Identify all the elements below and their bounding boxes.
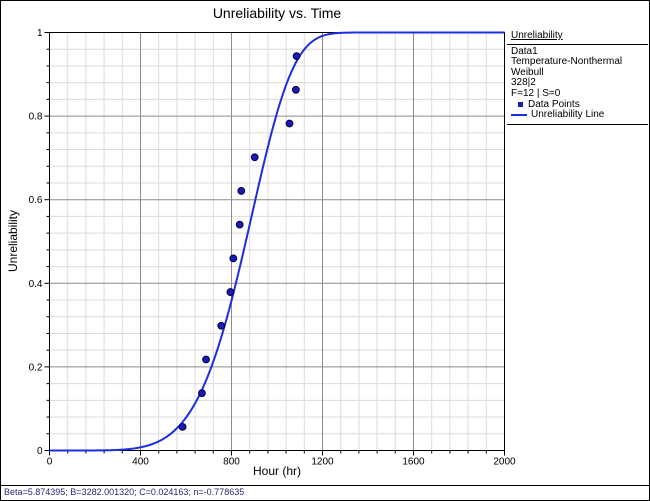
legend-header: Unreliability — [507, 30, 648, 45]
tick-labels: 0 400 800 1200 1600 2000 0 0.2 0.4 0.6 0.8 1 — [29, 28, 516, 468]
legend-entry-label: Unreliability Line — [531, 109, 605, 121]
svg-text:400: 400 — [132, 457, 149, 468]
legend-body: Data1 Temperature-Nonthermal Weibull 328… — [507, 45, 648, 125]
legend-entry-label: Data Points — [528, 98, 580, 110]
legend-entry-data-points: Data Points — [511, 98, 648, 111]
svg-text:800: 800 — [223, 457, 240, 468]
legend-square-marker-icon — [518, 102, 523, 108]
legend-fs-count: F=12 | S=0 — [511, 87, 561, 99]
legend-use-stress: 328|2 — [511, 77, 536, 89]
data-points — [178, 52, 301, 431]
legend-panel[interactable]: Unreliability Data1 Temperature-Nontherm… — [507, 30, 648, 125]
legend-line-marker-icon — [511, 114, 527, 117]
svg-text:0.2: 0.2 — [29, 362, 43, 373]
svg-text:0.4: 0.4 — [29, 279, 43, 290]
svg-text:0.8: 0.8 — [29, 112, 43, 123]
legend-dataset-name: Data1 — [511, 45, 538, 57]
svg-text:0: 0 — [47, 457, 53, 468]
svg-text:2000: 2000 — [493, 457, 516, 468]
x-axis-label: Hour (hr) — [252, 464, 301, 478]
svg-text:1: 1 — [37, 28, 43, 39]
plot-border — [49, 32, 505, 451]
status-bar: Beta=5.874395; B=3282.001320; C=0.024163… — [1, 485, 649, 500]
chart-title: Unreliability vs. Time — [212, 5, 342, 21]
svg-text:0: 0 — [37, 446, 43, 457]
axis-ticks — [44, 32, 505, 456]
plot-area[interactable]: 0 400 800 1200 1600 2000 0 0.2 0.4 0.6 0.8 1 — [1, 1, 650, 487]
svg-text:0.6: 0.6 — [29, 195, 43, 206]
legend-distribution-name: Weibull — [511, 66, 544, 78]
legend-entry-unreliability-line: Unreliability Line — [511, 110, 648, 121]
svg-text:1200: 1200 — [311, 457, 334, 468]
gridlines — [49, 32, 505, 451]
unreliability-line — [49, 31, 505, 452]
legend-model-name: Temperature-Nonthermal — [511, 56, 623, 68]
svg-text:1600: 1600 — [402, 457, 425, 468]
